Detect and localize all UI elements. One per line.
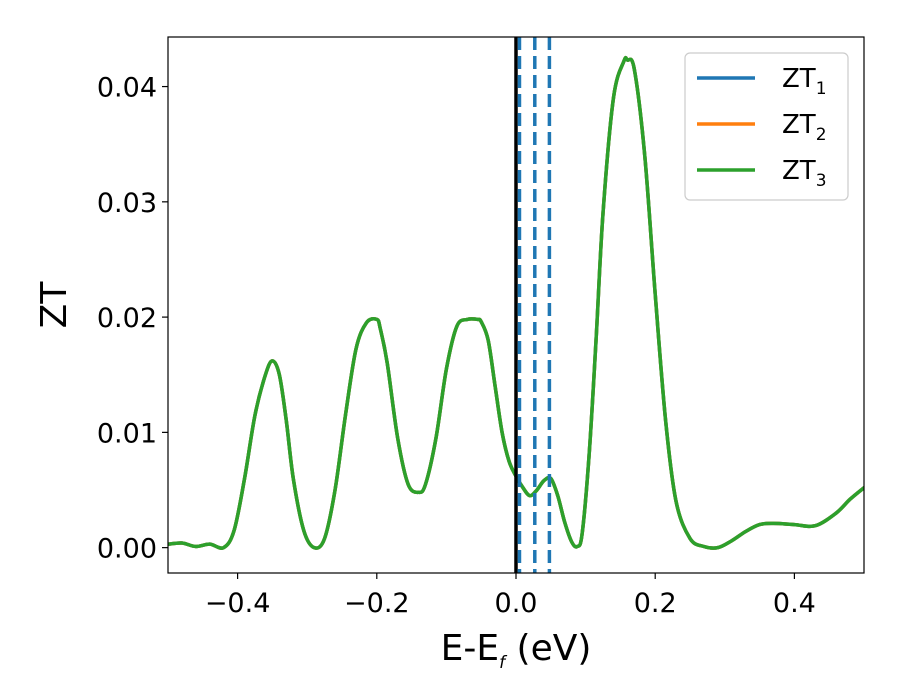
y-tick-label: 0.03	[97, 188, 157, 219]
y-axis-label: ZT	[34, 281, 75, 329]
x-axis: −0.4 −0.2 0.0 0.2 0.4	[205, 573, 816, 619]
x-tick-label: −0.2	[344, 588, 410, 619]
x-tick-label: −0.4	[205, 588, 271, 619]
reference-lines	[514, 37, 552, 573]
y-axis: 0.00 0.01 0.02 0.03 0.04	[97, 73, 168, 565]
y-tick-label: 0.04	[97, 73, 157, 104]
legend-label-2: ZT2	[782, 110, 827, 145]
legend-label-1: ZT1	[782, 64, 827, 99]
legend-box	[684, 52, 849, 201]
y-tick-label: 0.01	[97, 418, 157, 449]
series-line-3	[168, 55, 864, 550]
x-tick-label: 0.0	[495, 588, 538, 619]
y-tick-label: 0.00	[97, 534, 157, 565]
x-tick-label: 0.4	[773, 588, 816, 619]
y-tick-label: 0.02	[97, 303, 157, 334]
legend-label-3: ZT3	[782, 156, 827, 191]
legend: ZT1 ZT2 ZT3	[684, 52, 849, 201]
series-layer	[168, 55, 864, 550]
x-tick-label: 0.2	[634, 588, 677, 619]
x-axis-label: E-Ef (eV)	[441, 628, 592, 673]
